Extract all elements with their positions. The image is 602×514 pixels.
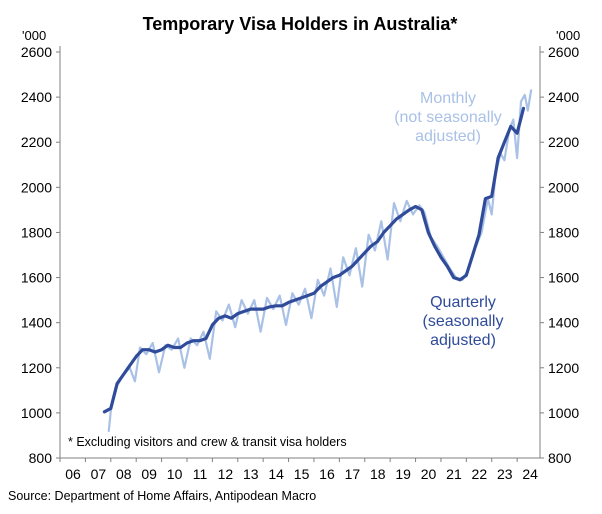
x-tick-label: 21 <box>446 466 462 482</box>
y-tick-label-left: 2000 <box>21 179 52 195</box>
x-tick-label: 13 <box>243 466 259 482</box>
y-tick-label-left: 1000 <box>21 405 52 421</box>
x-tick-label: 23 <box>497 466 513 482</box>
x-tick-label: 10 <box>167 466 183 482</box>
axes: 800 800 1000 1000 1200 1200 1400 1400 1600 1600 18… <box>21 44 580 482</box>
x-tick-label: 17 <box>345 466 361 482</box>
series-label-monthly: Monthly (not seasonally adjusted) <box>394 90 502 145</box>
y-tick-label-right: 2400 <box>548 89 579 105</box>
x-tick-label: 06 <box>65 466 81 482</box>
chart-title: Temporary Visa Holders in Australia* <box>143 14 458 34</box>
x-tick-label: 07 <box>91 466 107 482</box>
unit-label-left: '000 <box>22 28 46 43</box>
y-tick-label-right: 1400 <box>548 315 579 331</box>
y-tick-label-left: 1200 <box>21 360 52 376</box>
source-note: Source: Department of Home Affairs, Anti… <box>8 489 316 503</box>
x-tick-label: 11 <box>193 466 208 482</box>
series-line-quarterly <box>102 106 526 414</box>
series-line-monthly <box>107 89 533 432</box>
x-tick-label: 14 <box>268 466 284 482</box>
x-tick-label: 08 <box>116 466 132 482</box>
y-tick-label-left: 800 <box>29 450 53 466</box>
y-tick-label-right: 1600 <box>548 270 579 286</box>
series-labels: Monthly (not seasonally adjusted) Quarterly… <box>394 90 503 349</box>
y-tick-label-left: 2200 <box>21 134 52 150</box>
x-tick-label: 18 <box>370 466 386 482</box>
x-tick-label: 24 <box>522 466 538 482</box>
y-tick-label-right: 800 <box>548 450 572 466</box>
y-tick-label-right: 2200 <box>548 134 579 150</box>
x-tick-label: 22 <box>472 466 488 482</box>
series-layer <box>102 89 533 432</box>
y-tick-label-right: 1200 <box>548 360 579 376</box>
x-tick-label: 16 <box>319 466 335 482</box>
y-tick-label-left: 1400 <box>21 315 52 331</box>
y-tick-label-right: 2600 <box>548 44 579 60</box>
x-tick-label: 15 <box>294 466 310 482</box>
series-label-quarterly: Quarterly (seasonally adjusted) <box>423 294 504 349</box>
x-tick-label: 12 <box>218 466 234 482</box>
x-tick-label: 09 <box>141 466 157 482</box>
x-tick-label: 19 <box>395 466 411 482</box>
y-tick-label-left: 1800 <box>21 224 52 240</box>
y-tick-label-right: 1800 <box>548 224 579 240</box>
x-tick-label: 20 <box>421 466 437 482</box>
y-tick-label-right: 2000 <box>548 179 579 195</box>
y-tick-label-left: 2600 <box>21 44 52 60</box>
footnote: * Excluding visitors and crew & transit … <box>68 435 347 449</box>
y-tick-label-left: 1600 <box>21 270 52 286</box>
y-tick-label-left: 2400 <box>21 89 52 105</box>
y-tick-label-right: 1000 <box>548 405 579 421</box>
unit-label-right: '000 <box>556 28 580 43</box>
